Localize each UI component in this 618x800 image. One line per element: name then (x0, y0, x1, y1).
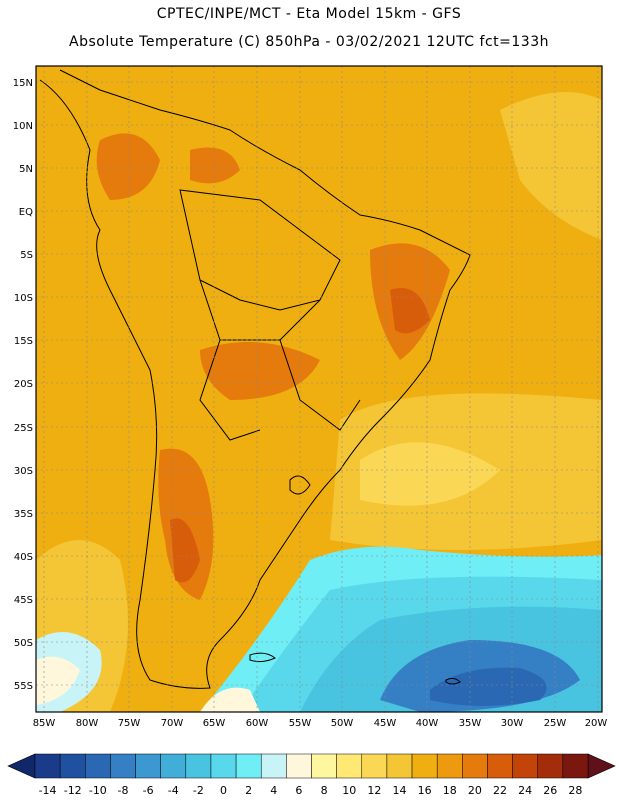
lat-label: 50S (14, 638, 33, 649)
colorbar-label: 2 (245, 784, 252, 797)
colorbar-swatch (487, 753, 513, 779)
colorbar-swatch (512, 753, 538, 779)
temperature-field (36, 66, 602, 712)
lat-label: 5N (19, 164, 33, 175)
colorbar-left-arrow (7, 753, 36, 779)
colorbar-label: -2 (193, 784, 204, 797)
lon-label: 50W (331, 718, 354, 729)
colorbar-label: 24 (518, 784, 532, 797)
lon-label: 80W (76, 718, 99, 729)
colorbar-swatch (59, 753, 86, 779)
colorbar-swatch (185, 753, 212, 779)
colorbar-swatch (562, 753, 589, 779)
lon-label: 30W (501, 718, 524, 729)
lat-label: 35S (14, 509, 33, 520)
colorbar-label: -12 (64, 784, 82, 797)
colorbar-label: -6 (143, 784, 154, 797)
colorbar-label: 14 (392, 784, 406, 797)
colorbar-labels: -14 -12 -10 -8 -6 -4 -2 0 2 4 6 8 10 12 14 16 18 20 22 24 26… (39, 784, 583, 797)
colorbar-swatch (235, 753, 262, 779)
lon-label: 60W (246, 718, 269, 729)
longitude-labels: 85W 80W 75W 70W 65W 60W 55W 50W 45W 40W … (33, 718, 608, 729)
lon-label: 75W (118, 718, 141, 729)
colorbar-label: 8 (321, 784, 328, 797)
lat-label: 15N (13, 78, 33, 89)
colorbar-label: 12 (367, 784, 381, 797)
lon-label: 45W (374, 718, 397, 729)
colorbar-swatch (436, 753, 463, 779)
lat-label: 55S (14, 681, 33, 692)
colorbar-swatch (286, 753, 312, 779)
colorbar-label: 26 (543, 784, 557, 797)
colorbar-right-arrow (587, 753, 616, 779)
colorbar-swatch (135, 753, 161, 779)
colorbar-label: 0 (220, 784, 227, 797)
map-frame (35, 65, 603, 713)
lon-label: 65W (203, 718, 226, 729)
colorbar-swatch (260, 753, 287, 779)
chart-title-line2: Absolute Temperature (C) 850hPa - 03/02/… (69, 34, 549, 50)
colorbar-swatch (311, 753, 337, 779)
colorbar-swatches (34, 753, 589, 779)
coastline (39, 69, 471, 689)
lon-label: 25W (544, 718, 567, 729)
lon-label: 70W (161, 718, 184, 729)
lat-label: 10N (13, 121, 33, 132)
colorbar-swatch (462, 753, 488, 779)
colorbar-swatch (537, 753, 564, 779)
lat-label: 10S (14, 293, 33, 304)
colorbar-label: -4 (168, 784, 179, 797)
colorbar-label: -14 (39, 784, 57, 797)
lon-label: 85W (33, 718, 56, 729)
colorbar-label: 10 (342, 784, 356, 797)
lat-label: 15S (14, 336, 33, 347)
lat-label: 25S (14, 423, 33, 434)
colorbar-swatch (210, 753, 237, 779)
chart-title-line1: CPTEC/INPE/MCT - Eta Model 15km - GFS (156, 6, 462, 22)
gridlines (36, 66, 602, 712)
colorbar-swatch (386, 753, 413, 779)
colorbar-swatch (336, 753, 363, 779)
latitude-labels: 15N 10N 5N EQ 5S 10S 15S 20S 25S 30S 35S… (13, 78, 33, 692)
colorbar-swatch (85, 753, 111, 779)
lat-label: 40S (14, 552, 33, 563)
colorbar-label: 18 (443, 784, 457, 797)
lat-label: 30S (14, 466, 33, 477)
lat-label: 20S (14, 379, 33, 390)
colorbar-swatch (34, 753, 61, 779)
lat-label: EQ (19, 207, 33, 218)
colorbar-swatch (160, 753, 187, 779)
lon-label: 35W (459, 718, 482, 729)
colorbar-swatch (361, 753, 388, 779)
colorbar: -14 -12 -10 -8 -6 -4 -2 0 2 4 6 8 10 12 14 16 18 20 22 24 26… (7, 753, 616, 797)
lon-label: 40W (416, 718, 439, 729)
colorbar-label: 20 (468, 784, 482, 797)
colorbar-label: -10 (89, 784, 107, 797)
colorbar-label: 6 (295, 784, 302, 797)
colorbar-label: 28 (568, 784, 582, 797)
colorbar-label: 16 (418, 784, 432, 797)
colorbar-swatch (411, 753, 438, 779)
colorbar-label: 22 (493, 784, 507, 797)
colorbar-label: -8 (117, 784, 128, 797)
colorbar-label: 4 (270, 784, 277, 797)
lat-label: 45S (14, 595, 33, 606)
colorbar-swatch (110, 753, 136, 779)
lon-label: 20W (585, 718, 608, 729)
lon-label: 55W (289, 718, 312, 729)
lat-label: 5S (20, 250, 33, 261)
